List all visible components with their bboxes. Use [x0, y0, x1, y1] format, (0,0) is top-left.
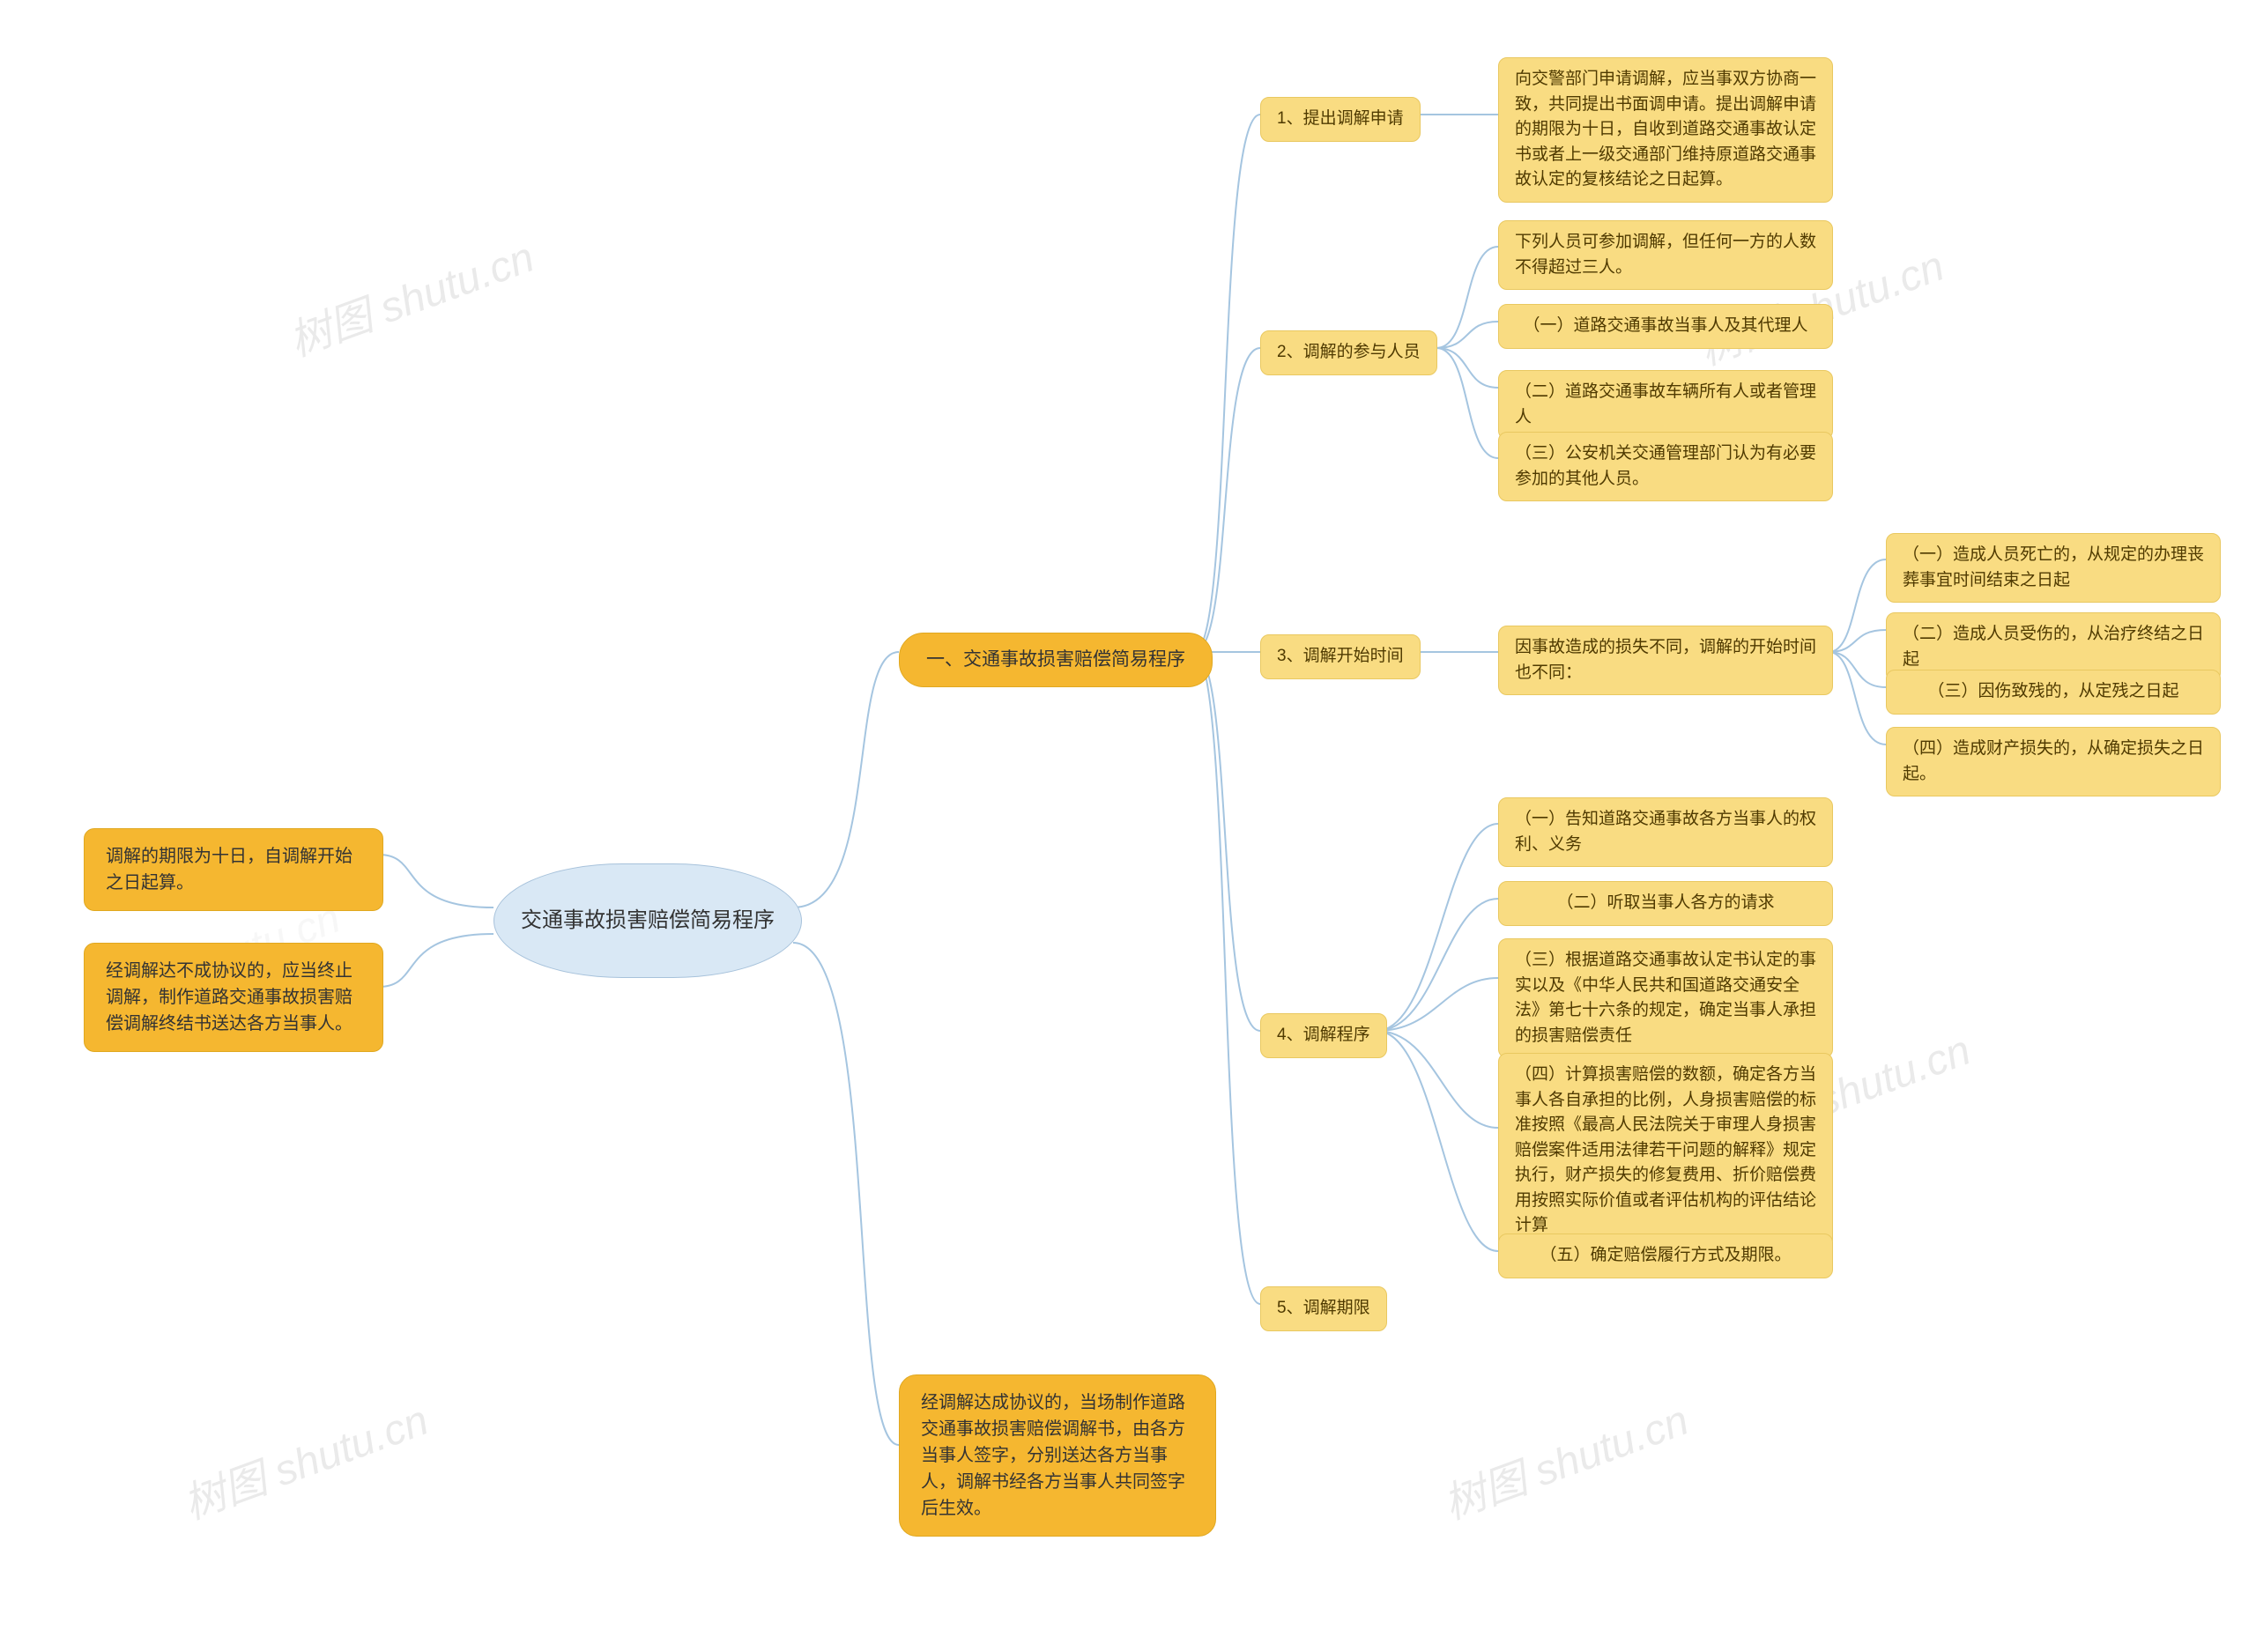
watermark: 树图 shutu.cn	[1434, 1385, 1696, 1530]
l3-node[interactable]: （三）根据道路交通事故认定书认定的事实以及《中华人民共和国道路交通安全法》第七十…	[1498, 938, 1833, 1058]
l2-node-3[interactable]: 3、调解开始时间	[1260, 634, 1421, 679]
left-node-label: 调解的期限为十日，自调解开始之日起算。	[106, 843, 361, 896]
l4-label: （一）造成人员死亡的，从规定的办理丧葬事宜时间结束之日起	[1903, 543, 2204, 593]
l2-node-1[interactable]: 1、提出调解申请	[1260, 97, 1421, 142]
l3-node[interactable]: 向交警部门申请调解，应当事双方协商一致，共同提出书面调申请。提出调解申请的期限为…	[1498, 57, 1833, 203]
l2-node-4[interactable]: 4、调解程序	[1260, 1013, 1387, 1058]
l3-label: 向交警部门申请调解，应当事双方协商一致，共同提出书面调申请。提出调解申请的期限为…	[1515, 67, 1816, 193]
level1-node-b[interactable]: 经调解达成协议的，当场制作道路交通事故损害赔偿调解书，由各方当事人签字，分别送达…	[899, 1374, 1216, 1537]
l3-label: 因事故造成的损失不同，调解的开始时间也不同：	[1515, 635, 1816, 685]
l1-label: 一、交通事故损害赔偿简易程序	[926, 646, 1185, 674]
left-node-label: 经调解达不成协议的，应当终止调解，制作道路交通事故损害赔偿调解终结书送达各方当事…	[106, 958, 361, 1037]
l3-label: （四）计算损害赔偿的数额，确定各方当事人各自承担的比例，人身损害赔偿的标准按照《…	[1515, 1063, 1816, 1239]
l4-node[interactable]: （三）因伤致残的，从定残之日起	[1886, 670, 2221, 715]
l4-label: （二）造成人员受伤的，从治疗终结之日起	[1903, 622, 2204, 672]
l2-label: 5、调解期限	[1277, 1296, 1370, 1322]
l3-label: （一）告知道路交通事故各方当事人的权利、义务	[1515, 807, 1816, 857]
l4-label: （三）因伤致残的，从定残之日起	[1927, 679, 2178, 705]
l2-label: 2、调解的参与人员	[1277, 340, 1421, 366]
l3-node[interactable]: （二）听取当事人各方的请求	[1498, 881, 1833, 926]
l3-label: （一）道路交通事故当事人及其代理人	[1523, 314, 1807, 339]
left-node-1[interactable]: 调解的期限为十日，自调解开始之日起算。	[84, 828, 383, 911]
l3-node[interactable]: （四）计算损害赔偿的数额，确定各方当事人各自承担的比例，人身损害赔偿的标准按照《…	[1498, 1053, 1833, 1248]
center-node[interactable]: 交通事故损害赔偿简易程序	[494, 863, 802, 978]
l3-node[interactable]: （一）道路交通事故当事人及其代理人	[1498, 304, 1833, 349]
l3-node[interactable]: （二）道路交通事故车辆所有人或者管理人	[1498, 370, 1833, 440]
watermark: 树图 shutu.cn	[279, 222, 541, 367]
l3-node[interactable]: （三）公安机关交通管理部门认为有必要参加的其他人员。	[1498, 432, 1833, 501]
l1-label: 经调解达成协议的，当场制作道路交通事故损害赔偿调解书，由各方当事人签字，分别送达…	[921, 1389, 1194, 1522]
l3-node[interactable]: 下列人员可参加调解，但任何一方的人数不得超过三人。	[1498, 220, 1833, 290]
l2-label: 1、提出调解申请	[1277, 107, 1404, 132]
l3-label: （二）道路交通事故车辆所有人或者管理人	[1515, 380, 1816, 430]
l3-label: 下列人员可参加调解，但任何一方的人数不得超过三人。	[1515, 230, 1816, 280]
l3-label: （五）确定赔偿履行方式及期限。	[1540, 1243, 1791, 1269]
l3-label: （三）根据道路交通事故认定书认定的事实以及《中华人民共和国道路交通安全法》第七十…	[1515, 948, 1816, 1048]
l4-node[interactable]: （一）造成人员死亡的，从规定的办理丧葬事宜时间结束之日起	[1886, 533, 2221, 603]
watermark: 树图 shutu.cn	[174, 1385, 435, 1530]
l3-label: （二）听取当事人各方的请求	[1556, 891, 1774, 916]
l2-node-2[interactable]: 2、调解的参与人员	[1260, 330, 1437, 375]
left-node-2[interactable]: 经调解达不成协议的，应当终止调解，制作道路交通事故损害赔偿调解终结书送达各方当事…	[84, 943, 383, 1052]
level1-node-a[interactable]: 一、交通事故损害赔偿简易程序	[899, 633, 1213, 687]
l3-mid-node[interactable]: 因事故造成的损失不同，调解的开始时间也不同：	[1498, 626, 1833, 695]
l2-node-5[interactable]: 5、调解期限	[1260, 1286, 1387, 1331]
l3-label: （三）公安机关交通管理部门认为有必要参加的其他人员。	[1515, 441, 1816, 492]
l3-node[interactable]: （一）告知道路交通事故各方当事人的权利、义务	[1498, 797, 1833, 867]
center-label: 交通事故损害赔偿简易程序	[521, 905, 775, 937]
l3-node[interactable]: （五）确定赔偿履行方式及期限。	[1498, 1233, 1833, 1278]
l4-label: （四）造成财产损失的，从确定损失之日起。	[1903, 737, 2204, 787]
l4-node[interactable]: （四）造成财产损失的，从确定损失之日起。	[1886, 727, 2221, 796]
l2-label: 4、调解程序	[1277, 1023, 1370, 1048]
l2-label: 3、调解开始时间	[1277, 644, 1404, 670]
